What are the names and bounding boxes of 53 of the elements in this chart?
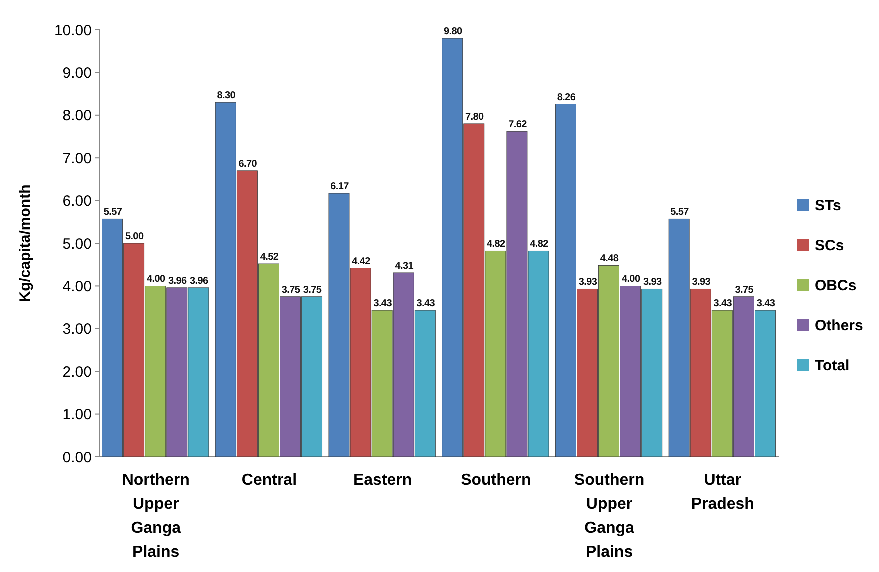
y-tick-label: 3.00 — [62, 321, 92, 338]
y-tick-label: 9.00 — [62, 64, 92, 82]
legend-label: OBCs — [815, 277, 857, 294]
legend-label: Others — [815, 317, 864, 334]
data-label: 4.00 — [622, 274, 641, 286]
data-label: 3.93 — [578, 277, 598, 288]
y-tick-label: 6.00 — [62, 193, 92, 210]
data-label: 3.75 — [303, 284, 322, 296]
data-label: 7.80 — [466, 112, 485, 123]
data-label: 3.96 — [190, 276, 210, 287]
data-label: 3.43 — [756, 298, 776, 310]
y-tick-label: 7.00 — [62, 150, 92, 168]
data-label: 4.42 — [352, 256, 372, 268]
x-tick-label: Southern — [461, 472, 532, 489]
data-label: 5.00 — [125, 232, 144, 242]
legend-label: Total — [815, 357, 850, 374]
y-tick-label: 0.00 — [62, 449, 92, 466]
data-label: 4.52 — [260, 252, 280, 263]
y-tick-label: 2.00 — [62, 364, 92, 381]
data-label: 8.30 — [217, 90, 236, 102]
y-tick-label: 8.00 — [62, 108, 92, 125]
data-label: 5.57 — [670, 207, 690, 218]
data-label: 9.80 — [444, 26, 463, 38]
data-label: 7.62 — [508, 120, 528, 131]
data-label: 4.00 — [146, 274, 166, 286]
x-tick-label: Uttar Pradesh — [691, 472, 754, 513]
data-label: 6.17 — [330, 182, 350, 193]
legend-label: SCs — [815, 237, 844, 254]
x-tick-label: Southern Upper Ganga Plains — [574, 472, 645, 561]
y-axis-title: Kg/capita/month — [17, 184, 34, 302]
data-label: 3.43 — [714, 298, 733, 310]
x-tick-label: Eastern — [353, 472, 412, 489]
x-tick-label: Northern Upper Ganga Plains — [122, 472, 190, 561]
data-label: 4.82 — [530, 239, 550, 250]
data-label: 3.96 — [168, 276, 188, 287]
data-label: 3.43 — [374, 298, 393, 310]
y-tick-label: 4.00 — [62, 278, 92, 296]
y-tick-label: 10.00 — [54, 22, 92, 40]
data-label: 8.26 — [557, 92, 576, 104]
data-label: 4.82 — [487, 239, 506, 250]
data-label: 3.75 — [282, 284, 301, 296]
data-label: 3.43 — [416, 298, 436, 310]
data-label: 3.75 — [735, 284, 754, 296]
data-label: 3.93 — [643, 277, 662, 288]
x-tick-label: Central — [242, 472, 298, 489]
y-tick-label: 1.00 — [62, 406, 92, 424]
data-label: 5.57 — [104, 207, 123, 218]
data-label: 6.70 — [238, 158, 258, 170]
data-label: 4.31 — [395, 260, 414, 272]
data-label: 3.93 — [692, 277, 712, 288]
y-tick-label: 5.00 — [62, 236, 92, 253]
data-label: 4.48 — [600, 254, 620, 265]
legend-label: STs — [815, 197, 842, 214]
